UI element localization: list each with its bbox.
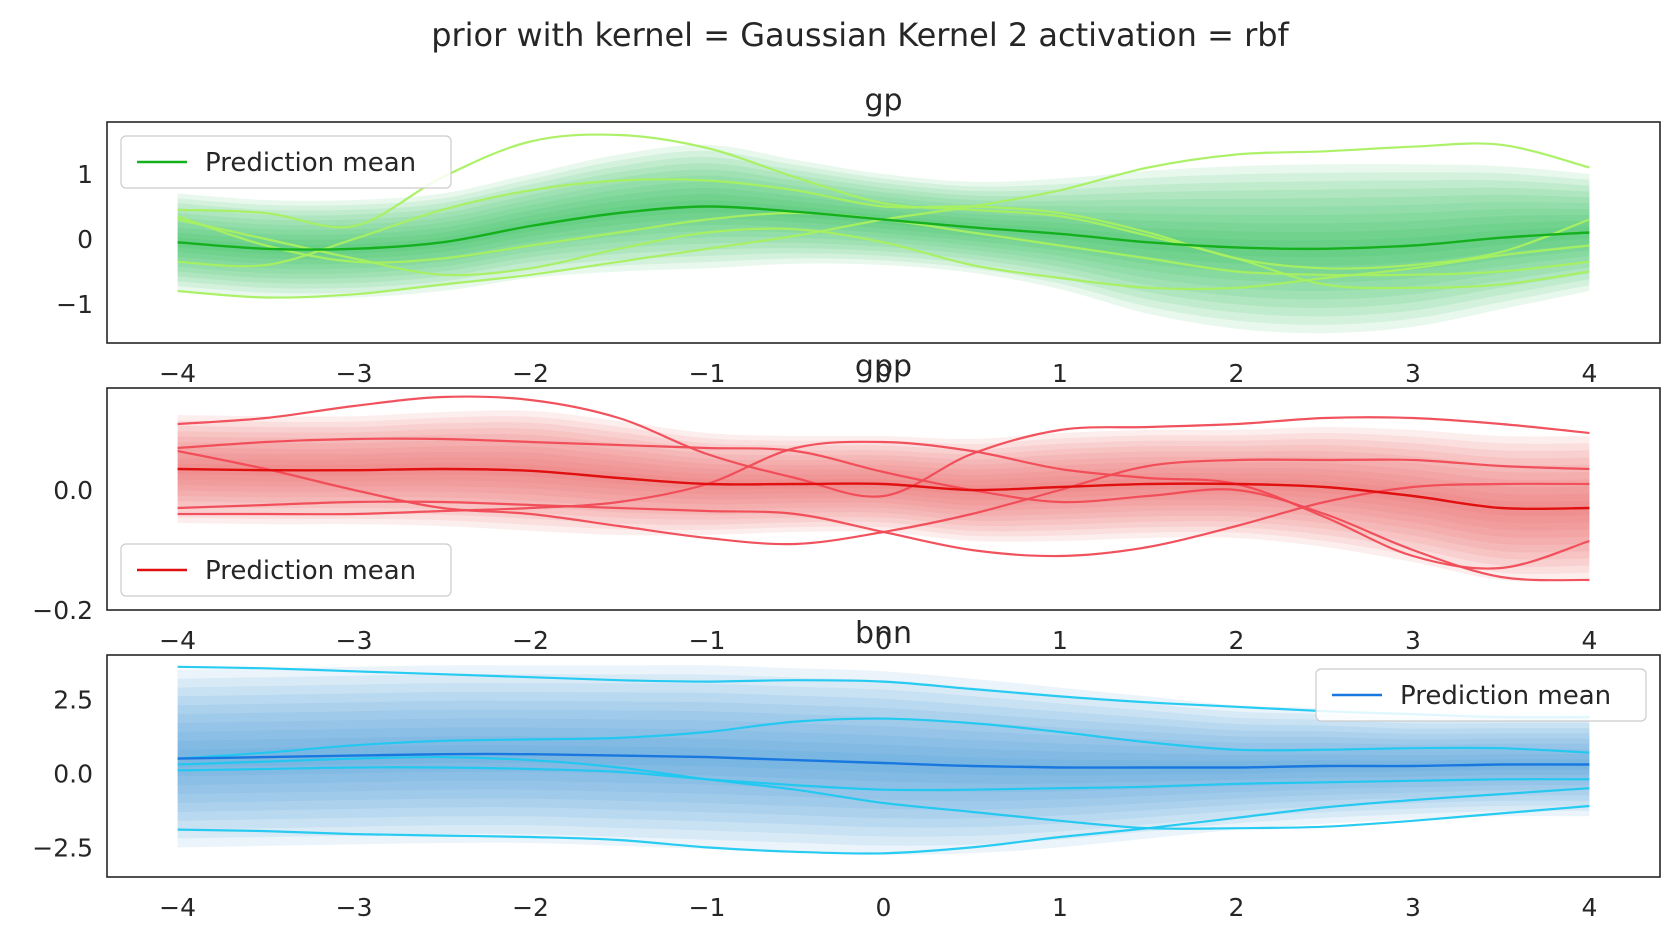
bnn-uncertainty-band-3	[177, 727, 1590, 793]
bnn-sample-line-3	[177, 755, 1590, 830]
gpp-legend: Prediction mean	[120, 543, 452, 597]
gp-uncertainty-band-10	[177, 144, 1590, 334]
gpp-x-tick-label: −2	[512, 626, 549, 655]
gpp-panel: gpp −4 −3 −2 −1 0 1 2 3 4 0.0 −0.2 Prediction mean	[32, 349, 1661, 655]
bnn-legend-label: Prediction mean	[1400, 681, 1611, 711]
gp-sample-line-3	[177, 178, 1590, 270]
bnn-x-tick-label: 3	[1405, 893, 1421, 922]
gpp-x-tick-label: −4	[159, 626, 196, 655]
gpp-uncertainty-band-5	[177, 439, 1590, 546]
gp-x-tick-label: 0	[876, 359, 892, 388]
gpp-sample-line-5	[177, 440, 1590, 570]
gp-y-tick-label: −1	[56, 290, 93, 319]
bnn-panel: bnn −4 −3 −2 −1 0 1 2 3 4 2.5 0.0 −2.5 Prediction mea…	[32, 616, 1661, 922]
gp-sample-line-2	[177, 133, 1590, 290]
gpp-panel-title: gpp	[855, 349, 912, 384]
gp-uncertainty-band-9	[177, 150, 1590, 325]
bnn-y-tick-label: 2.5	[53, 685, 93, 714]
gp-x-tick-label: −4	[159, 359, 196, 388]
gp-plot-area	[177, 133, 1590, 334]
bnn-legend: Prediction mean	[1315, 668, 1647, 722]
gp-y-tick-label: 0	[77, 225, 93, 254]
bnn-uncertainty-band-8	[177, 683, 1590, 837]
bnn-axes-frame	[106, 654, 1661, 878]
bnn-x-tick-label: 0	[876, 893, 892, 922]
bnn-sample-line-5	[177, 787, 1590, 855]
gpp-uncertainty-band-1	[177, 463, 1590, 517]
bnn-sample-line-4	[177, 766, 1590, 792]
gp-y-tick-label: 1	[77, 160, 93, 189]
bnn-x-tick-label: 2	[1229, 893, 1245, 922]
gp-uncertainty-band-1	[177, 200, 1590, 258]
gpp-x-tick-label: 0	[876, 626, 892, 655]
gp-x-tick-label: −3	[336, 359, 373, 388]
gpp-uncertainty-band-4	[177, 445, 1590, 538]
gpp-sample-line-1	[177, 395, 1590, 498]
gp-x-tick-label: 1	[1052, 359, 1068, 388]
bnn-x-tick-label: −3	[336, 893, 373, 922]
gp-uncertainty-band-6	[177, 169, 1590, 300]
bnn-panel-title: bnn	[855, 616, 912, 651]
gp-uncertainty-band-3	[177, 187, 1590, 275]
gp-x-tick-label: 4	[1581, 359, 1597, 388]
gp-axes-frame	[106, 121, 1661, 344]
gp-panel-title: gp	[864, 83, 902, 118]
gp-uncertainty-band-8	[177, 157, 1590, 317]
gpp-legend-label: Prediction mean	[205, 556, 416, 586]
bnn-uncertainty-band-9	[177, 674, 1590, 846]
gp-uncertainty-band-5	[177, 175, 1590, 292]
gpp-x-tick-label: 3	[1405, 626, 1421, 655]
bnn-uncertainty-band-2	[177, 736, 1590, 784]
figure-title: prior with kernel = Gaussian Kernel 2 ac…	[431, 16, 1289, 54]
gpp-x-tick-label: −1	[689, 626, 726, 655]
gp-legend: Prediction mean	[120, 135, 452, 189]
gpp-uncertainty-band-6	[177, 434, 1590, 553]
gpp-x-tick-label: 1	[1052, 626, 1068, 655]
gpp-uncertainty-band-8	[177, 422, 1590, 567]
gpp-y-tick-label: −0.2	[32, 596, 93, 625]
bnn-x-tick-label: 1	[1052, 893, 1068, 922]
bnn-y-tick-label: −2.5	[32, 833, 93, 862]
gpp-sample-line-2	[177, 437, 1590, 582]
gpp-y-tick-label: 0.0	[53, 476, 93, 505]
gp-legend-label: Prediction mean	[205, 148, 416, 178]
gpp-x-tick-label: −3	[336, 626, 373, 655]
bnn-uncertainty-band-6	[177, 700, 1590, 819]
gpp-plot-area	[177, 395, 1590, 582]
bnn-x-tick-label: −2	[512, 893, 549, 922]
gpp-uncertainty-band-2	[177, 457, 1590, 524]
bnn-prediction-mean-line	[177, 752, 1590, 769]
gp-x-tick-label: −1	[689, 359, 726, 388]
bnn-uncertainty-band-7	[177, 691, 1590, 828]
gpp-x-tick-label: 4	[1581, 626, 1597, 655]
gpp-sample-line-4	[177, 482, 1590, 558]
bnn-uncertainty-band-10	[177, 665, 1590, 855]
gpp-axes-frame	[106, 387, 1661, 611]
bnn-x-tick-label: 4	[1581, 893, 1597, 922]
bnn-x-tick-label: −1	[689, 893, 726, 922]
bnn-plot-area	[177, 665, 1590, 855]
gp-panel: gp −4 −3 −2 −1 0 1 2 3 4 1 0 −1 Prediction mean	[56, 83, 1661, 388]
gpp-x-tick-label: 2	[1229, 626, 1245, 655]
bnn-sample-line-2	[177, 717, 1590, 760]
gp-prediction-mean-line	[177, 205, 1590, 251]
gp-x-tick-label: −2	[512, 359, 549, 388]
gpp-prediction-mean-line	[177, 467, 1590, 511]
gp-x-tick-label: 2	[1229, 359, 1245, 388]
bnn-x-tick-label: −4	[159, 893, 196, 922]
gp-x-tick-label: 3	[1405, 359, 1421, 388]
bnn-y-tick-label: 0.0	[53, 759, 93, 788]
